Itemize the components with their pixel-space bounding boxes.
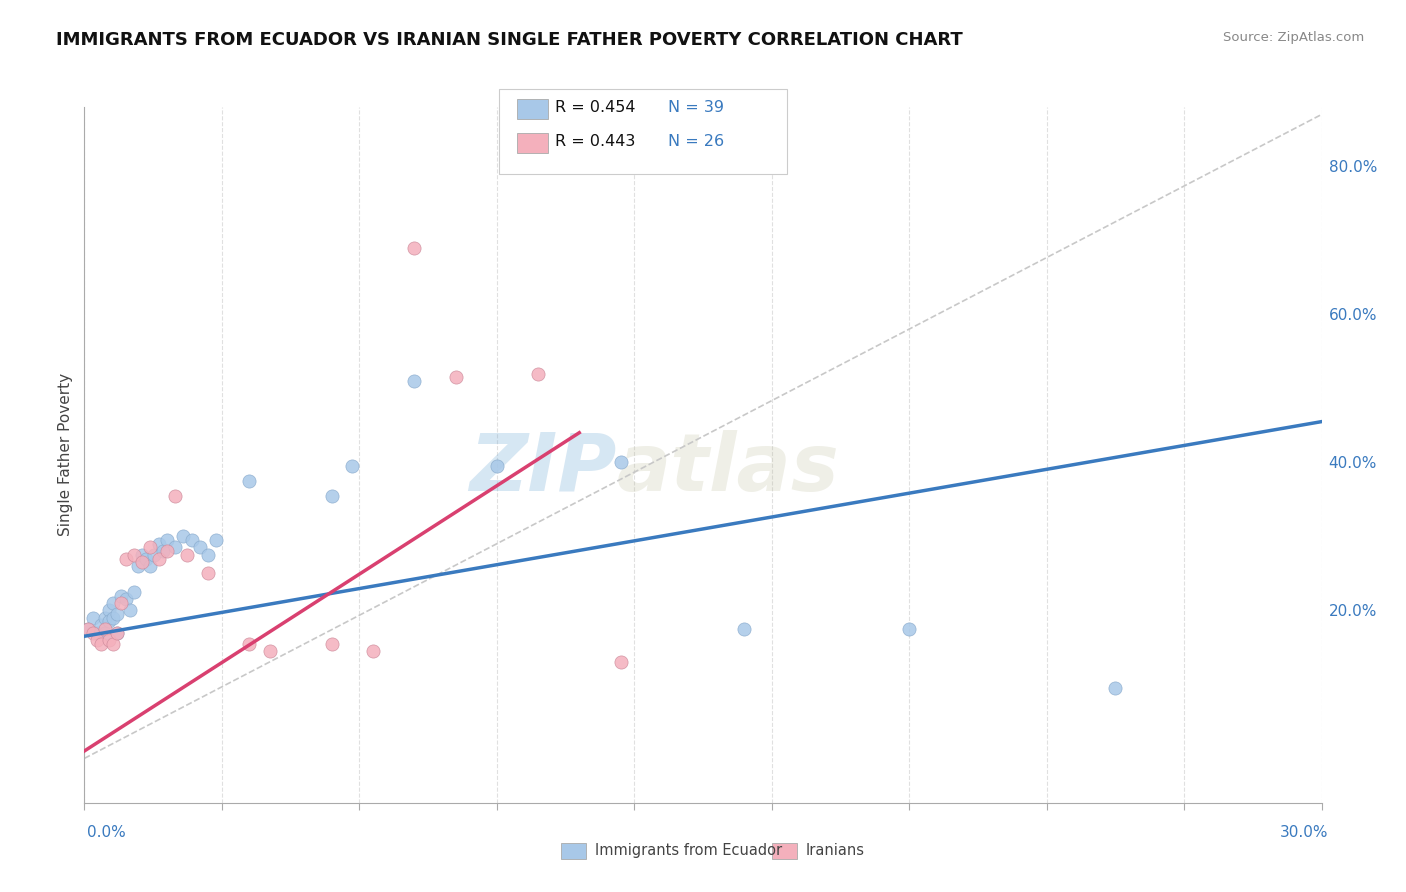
Point (197, 566, 219, 581)
Point (1104, 681, 1126, 695)
Text: 30.0%: 30.0% (1281, 825, 1329, 840)
Point (94, 611, 117, 625)
Point (197, 548, 219, 562)
Point (122, 548, 145, 562)
Text: Immigrants from Ecuador: Immigrants from Ecuador (595, 844, 782, 858)
Point (98, 632, 121, 647)
Point (135, 551, 157, 566)
Y-axis label: Single Father Poverty: Single Father Poverty (58, 374, 73, 536)
Point (172, 529, 194, 543)
Text: ZIP: ZIP (470, 430, 616, 508)
Text: Source: ZipAtlas.com: Source: ZipAtlas.com (1223, 31, 1364, 45)
Point (609, 655, 631, 669)
Point (259, 644, 281, 658)
Point (105, 607, 128, 621)
Text: N = 39: N = 39 (668, 101, 724, 115)
Point (898, 622, 921, 636)
Point (205, 533, 228, 547)
Point (361, 644, 384, 658)
Point (485, 458, 508, 473)
Point (152, 544, 174, 558)
Point (131, 555, 153, 569)
Point (82, 625, 104, 640)
Text: IMMIGRANTS FROM ECUADOR VS IRANIAN SINGLE FATHER POVERTY CORRELATION CHART: IMMIGRANTS FROM ECUADOR VS IRANIAN SINGL… (56, 31, 963, 49)
Text: Iranians: Iranians (806, 844, 865, 858)
Point (156, 544, 179, 558)
Point (114, 551, 136, 566)
Point (148, 551, 170, 566)
Point (165, 489, 187, 503)
Point (103, 637, 125, 651)
Point (143, 548, 166, 562)
Text: 0.0%: 0.0% (87, 825, 127, 840)
Point (94, 625, 117, 640)
Point (86, 625, 108, 640)
Point (98, 603, 121, 617)
Point (404, 374, 426, 388)
Point (103, 596, 125, 610)
Point (321, 489, 343, 503)
Point (94, 622, 117, 636)
Point (86, 632, 108, 647)
Point (122, 585, 145, 599)
Point (609, 455, 631, 469)
Point (404, 241, 426, 255)
Point (110, 596, 132, 610)
Point (188, 541, 211, 555)
Text: R = 0.454: R = 0.454 (555, 101, 636, 115)
Point (127, 558, 149, 573)
Point (77, 622, 100, 636)
Text: N = 26: N = 26 (668, 135, 724, 149)
Text: R = 0.443: R = 0.443 (555, 135, 636, 149)
Point (114, 592, 136, 607)
Point (444, 370, 467, 384)
Point (148, 537, 170, 551)
Point (165, 541, 187, 555)
Point (98, 615, 121, 629)
Point (139, 541, 162, 555)
Point (90, 637, 112, 651)
Point (156, 533, 179, 547)
Text: atlas: atlas (616, 430, 839, 508)
Point (105, 625, 128, 640)
Point (342, 458, 364, 473)
Point (321, 637, 343, 651)
Point (82, 611, 104, 625)
Point (90, 618, 112, 632)
Point (77, 622, 100, 636)
Point (131, 548, 153, 562)
Point (105, 625, 128, 640)
Point (238, 474, 260, 488)
Point (176, 548, 198, 562)
Point (733, 622, 755, 636)
Point (238, 637, 260, 651)
Point (139, 558, 162, 573)
Point (103, 611, 125, 625)
Point (118, 603, 141, 617)
Point (527, 367, 550, 381)
Point (110, 589, 132, 603)
Point (180, 533, 202, 547)
